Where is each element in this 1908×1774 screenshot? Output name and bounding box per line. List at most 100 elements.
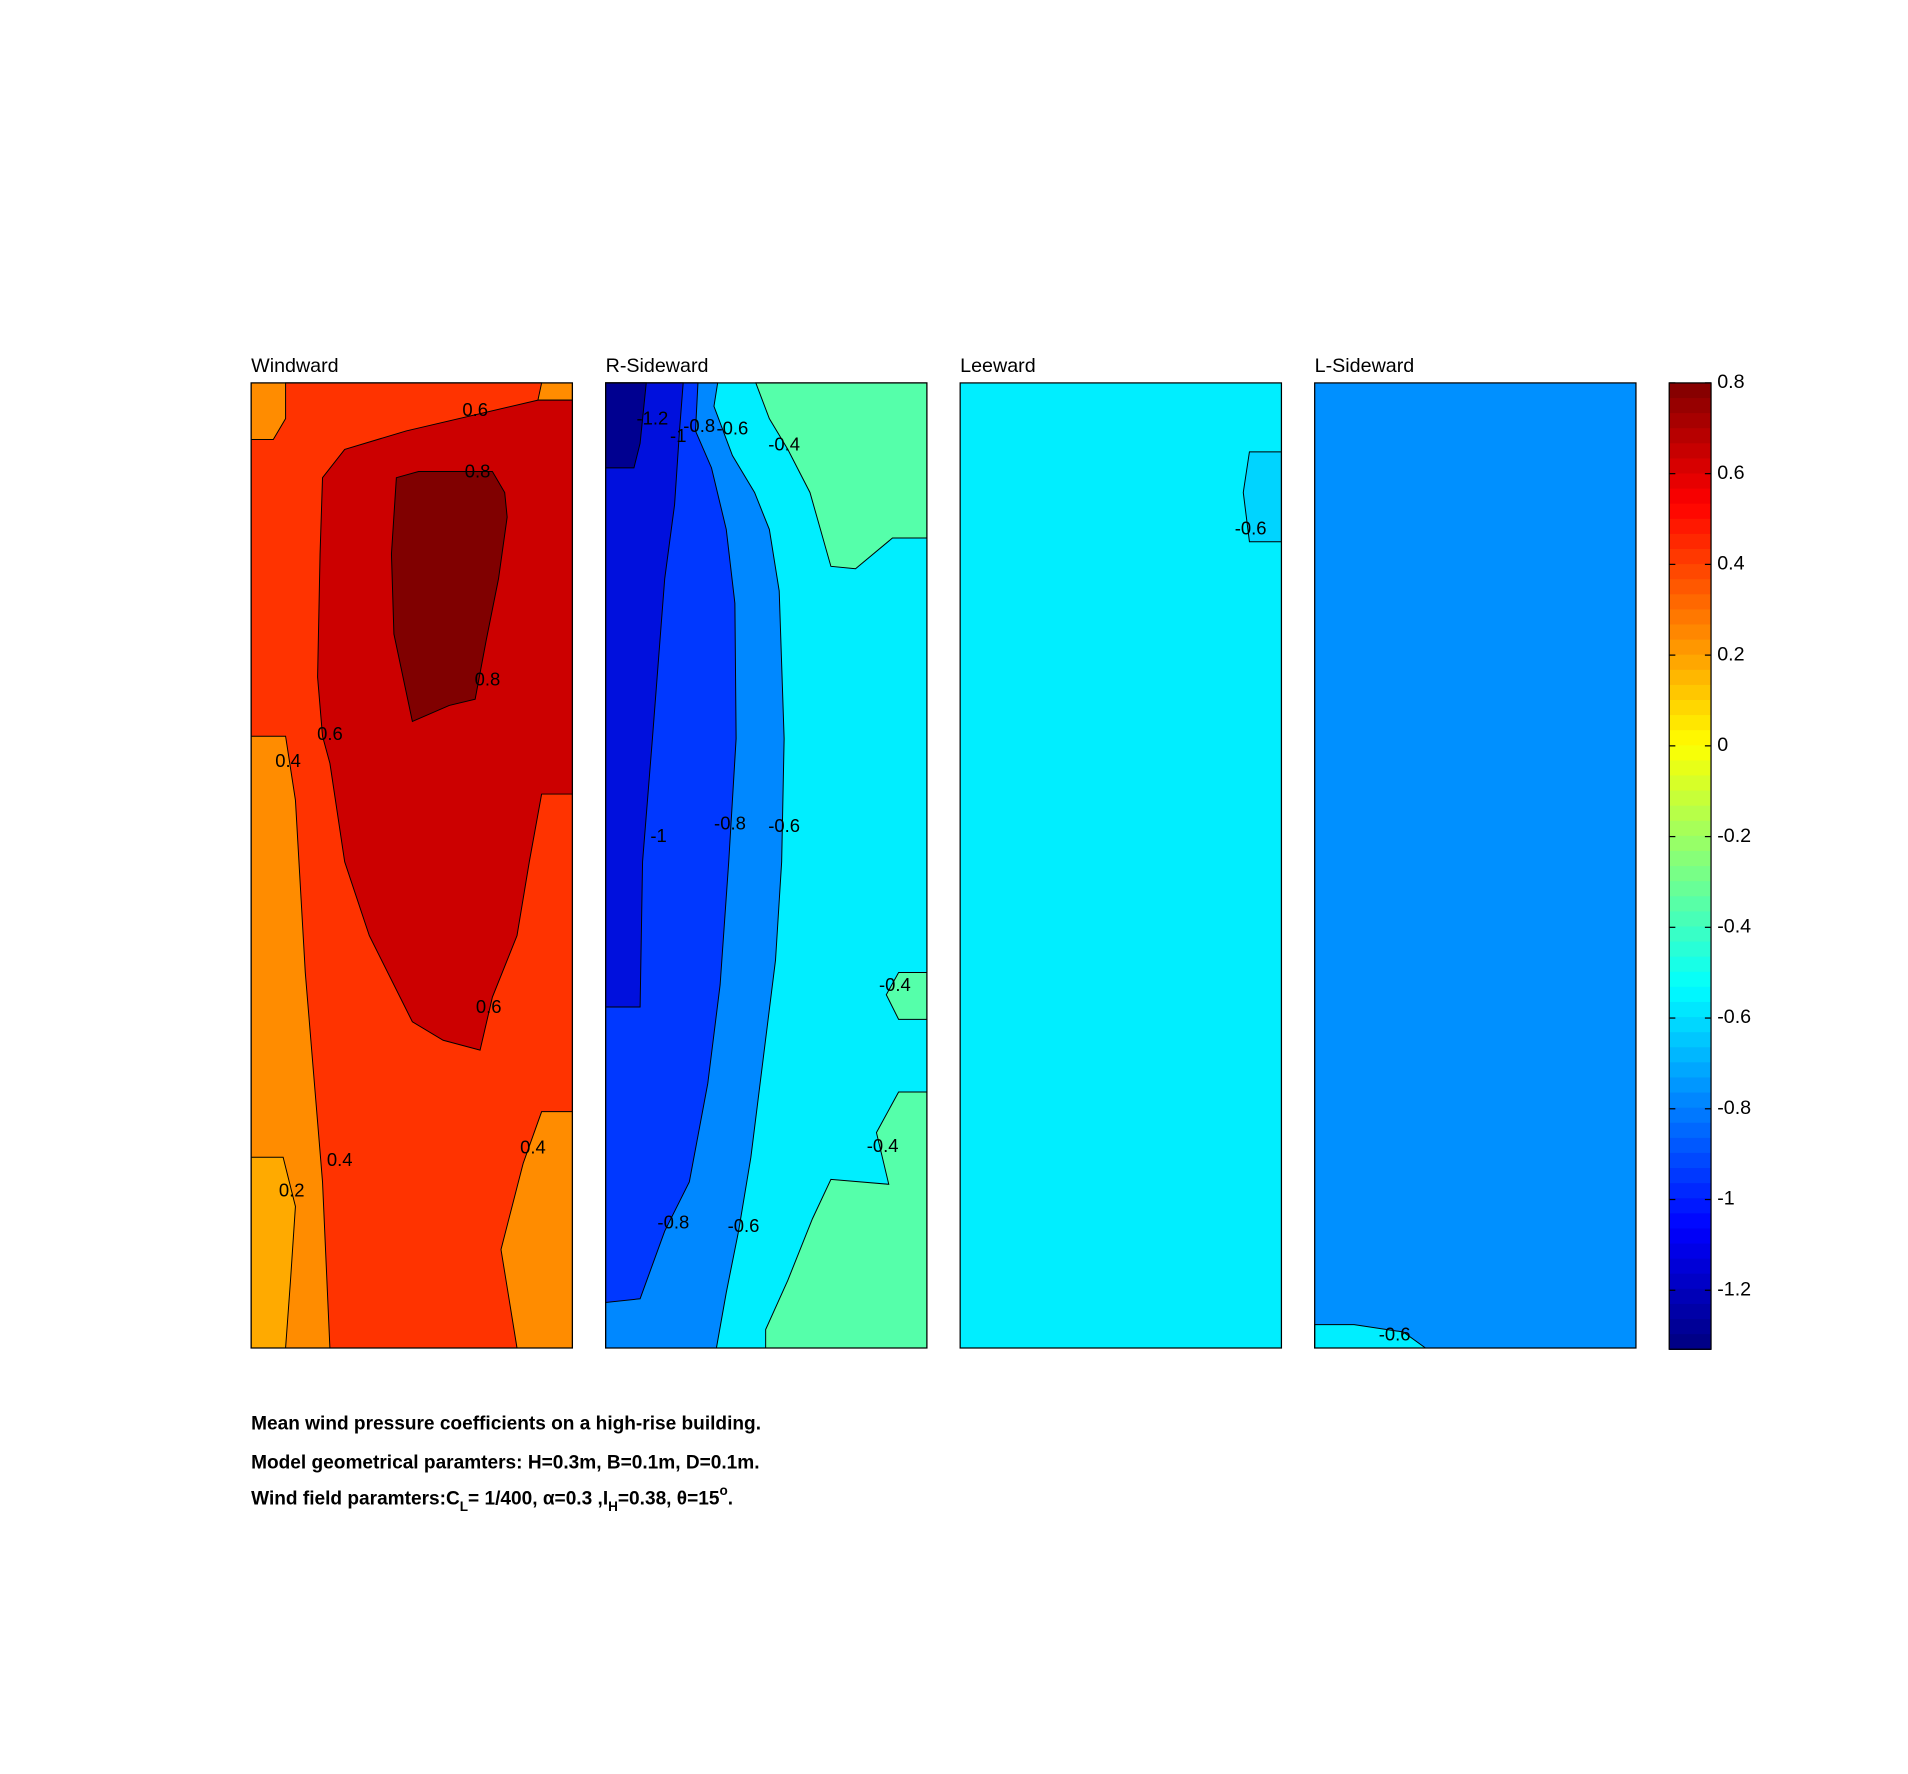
panel-title: Windward xyxy=(251,355,339,377)
colorbar-band xyxy=(1669,1228,1712,1245)
colorbar-band xyxy=(1669,881,1712,898)
panel-title: L-Sideward xyxy=(1315,355,1415,377)
colorbar-band xyxy=(1669,594,1712,611)
colorbar-band xyxy=(1669,1183,1712,1199)
colorbar-band xyxy=(1669,518,1712,535)
colorbar-band xyxy=(1669,1017,1712,1033)
colorbar-band xyxy=(1669,428,1712,445)
colorbar-band xyxy=(1669,1152,1712,1169)
colorbar-band xyxy=(1669,986,1712,1003)
colorbar-band xyxy=(1669,488,1712,505)
colorbar-band xyxy=(1669,1213,1712,1230)
colorbar-band xyxy=(1669,564,1712,580)
caption-line: Mean wind pressure coefficients on a hig… xyxy=(251,1413,761,1434)
colorbar-band xyxy=(1669,956,1712,973)
contour-label: 0.8 xyxy=(475,669,501,690)
colorbar-band xyxy=(1669,1319,1712,1335)
colorbar-band xyxy=(1669,805,1712,822)
colorbar-band xyxy=(1669,624,1712,641)
colorbar-band xyxy=(1669,533,1712,550)
contour-label: 0.6 xyxy=(476,996,502,1017)
colorbar-band xyxy=(1669,413,1712,429)
colorbar-band xyxy=(1669,609,1712,626)
colorbar-band xyxy=(1669,473,1712,490)
colorbar-band xyxy=(1669,926,1712,943)
colorbar-band xyxy=(1669,896,1712,913)
caption-part: =0.38, θ=15 xyxy=(618,1488,720,1509)
colorbar-band xyxy=(1669,1107,1712,1124)
colorbar-band xyxy=(1669,971,1712,988)
contour-label: -0.6 xyxy=(728,1215,760,1236)
colorbar-band xyxy=(1669,850,1712,867)
colorbar-band xyxy=(1669,775,1712,792)
colorbar-band xyxy=(1669,1273,1712,1290)
caption-part: = 1/400, α=0.3 ,I xyxy=(468,1488,608,1509)
contour-label: 0.4 xyxy=(327,1149,353,1170)
panel-title: Leeward xyxy=(960,355,1036,377)
caption-part: . xyxy=(728,1488,733,1509)
colorbar: 0.8 0.6 0.4 0.2 0 -0.2 -0.4 -0.6 -0.8 -1 -1.2 xyxy=(1668,371,1751,1350)
panel-windward xyxy=(250,382,574,1349)
contour-label: -0.4 xyxy=(867,1135,899,1156)
colorbar-tick-label: -0.8 xyxy=(1717,1097,1751,1119)
colorbar-band xyxy=(1669,458,1712,475)
colorbar-band xyxy=(1669,820,1712,837)
contour-label: 0.6 xyxy=(462,399,488,420)
colorbar-band xyxy=(1669,503,1712,520)
contour-region xyxy=(317,399,573,1051)
colorbar-band xyxy=(1669,443,1712,460)
contour-region xyxy=(605,382,684,1008)
colorbar-band xyxy=(1669,1288,1712,1305)
contour-region xyxy=(960,382,1282,1348)
colorbar-tick-label: -1.2 xyxy=(1717,1278,1751,1300)
colorbar-band xyxy=(1669,1077,1712,1094)
colorbar-band xyxy=(1669,1168,1712,1184)
colorbar-band xyxy=(1669,382,1712,399)
colorbar-band xyxy=(1669,1137,1712,1154)
contour-label: 0.4 xyxy=(520,1136,546,1157)
colorbar-tick-label: 0 xyxy=(1717,734,1728,756)
contour-label: 0.4 xyxy=(275,750,301,771)
colorbar-band xyxy=(1669,835,1712,852)
colorbar-tick-label: -0.6 xyxy=(1717,1006,1751,1028)
colorbar-band xyxy=(1669,1001,1712,1018)
colorbar-tick-label: 0.4 xyxy=(1717,553,1744,575)
contour-region xyxy=(390,471,508,723)
colorbar-band xyxy=(1669,1334,1712,1350)
contour-label: -0.8 xyxy=(714,813,746,834)
panel-frame xyxy=(1314,382,1637,1349)
colorbar-frame xyxy=(1668,382,1712,1350)
colorbar-band xyxy=(1669,941,1712,958)
colorbar-band xyxy=(1669,1047,1712,1064)
colorbar-tick-label: -1 xyxy=(1717,1188,1735,1210)
colorbar-band xyxy=(1669,1092,1712,1109)
colorbar-band xyxy=(1669,1032,1712,1048)
colorbar-band xyxy=(1669,1303,1712,1320)
contour-label: 0.8 xyxy=(465,461,491,482)
colorbar-band xyxy=(1669,579,1712,596)
contour-label: -0.8 xyxy=(683,415,715,436)
colorbar-band xyxy=(1669,911,1712,928)
panel-leeward xyxy=(959,382,1283,1349)
colorbar-band xyxy=(1669,760,1712,777)
colorbar-band xyxy=(1669,669,1712,686)
contour-label: -0.6 xyxy=(768,815,800,836)
colorbar-tick-label: 0.6 xyxy=(1717,462,1744,484)
panel-l-sideward xyxy=(1314,382,1637,1349)
caption-sup: o xyxy=(719,1482,727,1497)
colorbar-band xyxy=(1669,398,1712,414)
contour-label: 0.6 xyxy=(317,723,343,744)
colorbar-tick-label: -0.4 xyxy=(1717,916,1751,938)
contour-label: -1 xyxy=(650,825,666,846)
colorbar-band xyxy=(1669,866,1712,882)
panel-r-sideward xyxy=(605,382,928,1349)
contour-label: -0.4 xyxy=(768,434,800,455)
caption-line: Model geometrical paramters: H=0.3m, B=0… xyxy=(251,1453,759,1474)
colorbar-tick-label: 0.8 xyxy=(1717,371,1744,393)
colorbar-band xyxy=(1669,699,1712,716)
colorbar-band xyxy=(1669,730,1712,747)
panel-frame xyxy=(250,382,574,1349)
contour-label: -0.8 xyxy=(657,1212,689,1233)
